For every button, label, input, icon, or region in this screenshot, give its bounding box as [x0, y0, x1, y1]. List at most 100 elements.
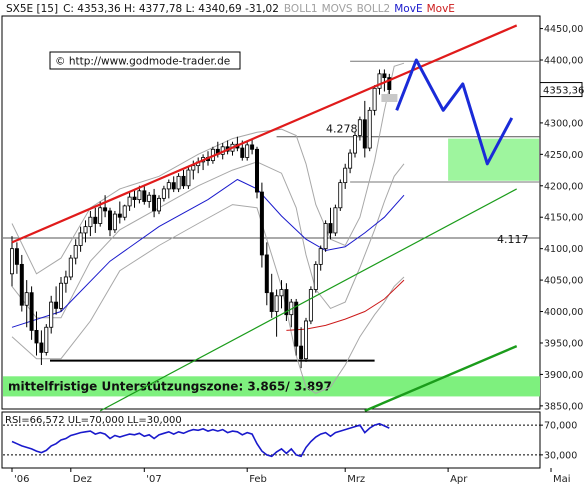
forecast-path — [381, 58, 514, 166]
candle — [112, 210, 117, 233]
candle — [362, 100, 367, 158]
price-panel-frame — [1, 15, 541, 410]
candle-body — [54, 301, 59, 309]
candle — [382, 69, 387, 92]
candle — [352, 132, 357, 158]
candle — [14, 242, 19, 274]
candle-body — [88, 216, 93, 228]
candle-body — [127, 196, 132, 207]
candle — [24, 280, 29, 328]
candle — [274, 289, 279, 337]
candle-body — [132, 196, 137, 201]
candle-body — [387, 77, 392, 90]
candle-body — [142, 190, 147, 202]
horizontal-levels: 4.278 4.117 — [3, 60, 540, 362]
rsi-line — [11, 422, 390, 458]
candle-body — [303, 320, 308, 360]
price-marker — [381, 94, 398, 103]
candle — [313, 261, 318, 293]
price-tick-label: 4000,00 — [544, 307, 583, 318]
candle — [367, 107, 372, 152]
candle-body — [299, 345, 304, 360]
candle — [39, 330, 44, 365]
candle — [372, 85, 377, 116]
candle — [132, 188, 137, 208]
candle-body — [240, 147, 245, 158]
candle-body — [333, 207, 338, 234]
forecast-line — [395, 58, 514, 166]
candle-body — [348, 152, 353, 169]
last-price-label: 4353,36 — [543, 86, 584, 97]
candle-body — [279, 289, 284, 297]
candle-body — [367, 109, 372, 149]
moving-average-sma — [11, 161, 405, 319]
candle-body — [34, 329, 39, 344]
candle — [63, 270, 68, 293]
candle-body — [284, 289, 289, 316]
candle-body — [323, 223, 328, 250]
rsi-tick-label: 70,000 — [544, 421, 577, 432]
bottom-trendline — [364, 345, 518, 412]
candle — [29, 286, 34, 340]
header-indicator-1: BOLL1 — [284, 3, 318, 15]
price-tick-label: 4100,00 — [544, 244, 583, 255]
candle-body — [49, 301, 54, 328]
candle — [88, 210, 93, 237]
candle — [328, 207, 333, 240]
price-tick-label: 4200,00 — [544, 181, 583, 192]
candle — [357, 116, 362, 141]
last-price-marker: 4353,36 — [539, 82, 584, 98]
candle-body — [338, 182, 343, 209]
target-zone — [448, 138, 539, 181]
candle-body — [59, 282, 64, 309]
candle-body — [63, 276, 68, 284]
candle — [279, 280, 284, 309]
level-label-4117: 4.117 — [497, 233, 529, 246]
rsi-panel-frame — [1, 411, 541, 469]
candle — [44, 324, 49, 356]
candle — [152, 188, 157, 218]
header-indicator-3: BOLL2 — [357, 3, 391, 15]
candle-body — [44, 326, 49, 353]
candle — [348, 149, 353, 174]
candle — [254, 146, 259, 199]
candle — [176, 173, 181, 193]
candle — [387, 73, 392, 98]
candle-body — [14, 248, 19, 265]
candle-body — [313, 263, 318, 290]
candle — [303, 317, 308, 362]
price-tick-label: 4050,00 — [544, 276, 583, 287]
candle-body — [152, 194, 157, 212]
candle — [299, 327, 304, 369]
candle — [338, 179, 343, 211]
level-label-4278: 4.278 — [326, 123, 358, 136]
candle-body — [357, 119, 362, 136]
candle — [161, 185, 166, 202]
candle-body — [264, 254, 269, 294]
header-indicator-2: MOVS — [322, 3, 353, 15]
candle — [9, 236, 14, 287]
candle-body — [68, 257, 73, 278]
candle-body — [274, 295, 279, 312]
candle-body — [24, 292, 29, 306]
candle-body — [308, 289, 313, 322]
header-indicator-5: MovE — [427, 3, 455, 15]
price-tick-label: 3900,00 — [544, 370, 583, 381]
candle-body — [250, 144, 255, 150]
price-tick-label: 4250,00 — [544, 150, 583, 161]
candle — [49, 295, 54, 334]
candle — [127, 192, 132, 211]
candle-body — [112, 213, 117, 231]
price-panel: 3850,00 3900,00 3950,00 4000,00 4050,00 4100,… — [1, 15, 584, 412]
candle-body — [39, 342, 44, 353]
candle — [323, 220, 328, 252]
candle-body — [122, 205, 127, 218]
candle — [308, 286, 313, 325]
watermark: © http://www.godmode-trader.de — [49, 51, 241, 70]
rsi-tick-label: 30,000 — [544, 450, 577, 461]
candle — [59, 276, 64, 312]
candle-body — [269, 292, 274, 312]
candle-body — [98, 207, 103, 224]
support-zone-label: mittelfristige Unterstützungszone: 3.865… — [8, 379, 332, 393]
x-tick-label: Dez — [73, 474, 92, 485]
